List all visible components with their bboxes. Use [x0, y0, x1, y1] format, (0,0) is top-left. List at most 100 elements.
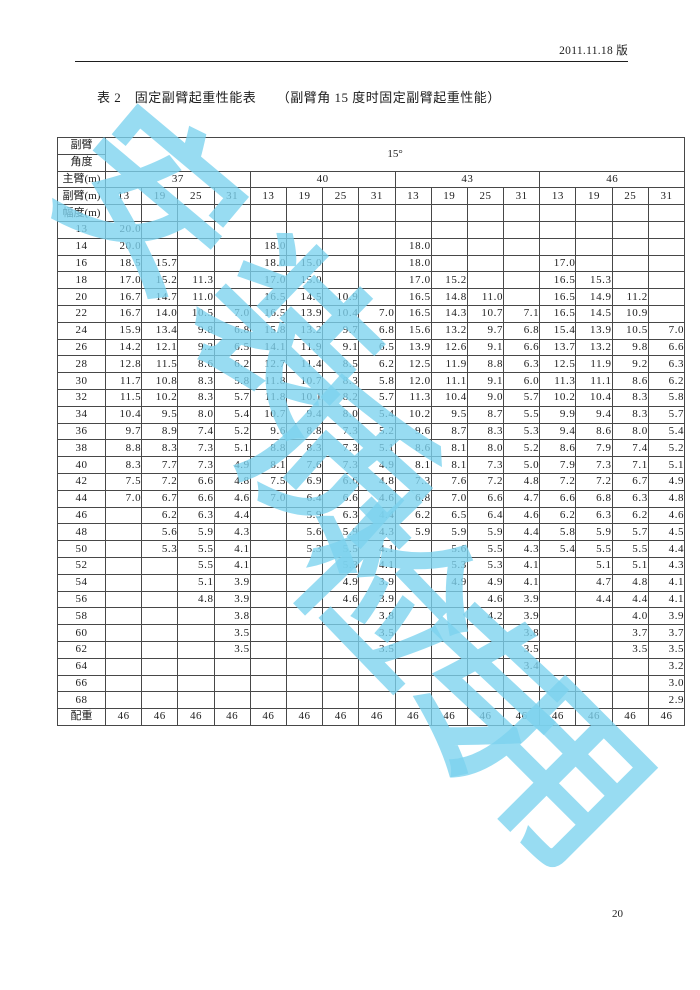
load-value: 4.3 — [358, 523, 396, 542]
empty-cell — [503, 254, 541, 273]
empty-cell — [647, 288, 686, 306]
empty-cell — [358, 220, 396, 239]
load-value: 9.7 — [322, 321, 360, 340]
load-value: 6.8 — [575, 489, 613, 508]
load-value: 4.6 — [647, 506, 686, 525]
load-value: 8.9 — [141, 422, 179, 441]
empty-cell — [647, 237, 686, 256]
jib-length: 19 — [430, 187, 468, 206]
load-value: 10.7 — [466, 304, 505, 323]
table-row: 62 3.5 3.5 3.5 3.5 3.5 — [57, 640, 686, 659]
load-value: 6.6 — [539, 489, 577, 508]
jib-length: 31 — [213, 187, 251, 206]
load-value: 3.9 — [647, 607, 686, 626]
load-value: 4.7 — [575, 573, 613, 592]
empty-cell — [249, 674, 287, 693]
load-value: 6.8 — [503, 321, 541, 340]
empty-cell — [285, 624, 324, 642]
radius-value: 36 — [57, 422, 106, 441]
empty-cell — [177, 657, 215, 676]
load-value: 13.9 — [285, 304, 324, 323]
empty-cell — [177, 220, 215, 239]
empty-cell — [539, 640, 577, 659]
load-value: 6.8 — [394, 489, 432, 508]
empty-cell — [647, 204, 686, 222]
load-value: 7.0 — [213, 304, 251, 323]
load-value: 5.9 — [394, 523, 432, 542]
main-boom-label: 主臂(m) — [57, 170, 106, 189]
corner-label-bottom: 角度 — [57, 153, 106, 172]
empty-cell — [249, 590, 287, 609]
load-value: 6.2 — [539, 506, 577, 525]
table-row: 56 4.8 3.9 4.6 3.9 4.6 3.9 4.4 4.4 4.1 — [57, 590, 686, 609]
load-value: 8.1 — [394, 456, 432, 474]
empty-cell — [466, 691, 505, 710]
empty-cell — [141, 691, 179, 710]
main-boom-length: 40 — [249, 170, 396, 189]
load-value: 5.8 — [647, 388, 686, 407]
counterweight-value: 46 — [575, 708, 613, 726]
table-row: 32 11.5 10.2 8.3 5.7 11.8 10.1 8.2 5.7 11.3 10.4 9.… — [57, 388, 686, 407]
empty-cell — [285, 590, 324, 609]
load-value: 5.4 — [647, 422, 686, 441]
empty-cell — [249, 220, 287, 239]
empty-cell — [503, 288, 541, 306]
empty-cell — [503, 237, 541, 256]
load-value: 4.0 — [611, 607, 649, 626]
radius-value: 26 — [57, 338, 106, 357]
load-value: 4.4 — [611, 590, 649, 609]
empty-cell — [503, 204, 541, 222]
load-value: 7.0 — [430, 489, 468, 508]
empty-cell — [611, 691, 649, 710]
load-value: 6.2 — [647, 372, 686, 390]
empty-cell — [611, 204, 649, 222]
radius-value: 20 — [57, 288, 106, 306]
empty-cell — [322, 237, 360, 256]
load-value: 5.0 — [503, 456, 541, 474]
load-value: 3.5 — [611, 640, 649, 659]
load-value: 3.9 — [503, 590, 541, 609]
radius-value: 38 — [57, 439, 106, 458]
load-value: 14.5 — [575, 304, 613, 323]
load-value: 7.9 — [539, 456, 577, 474]
load-value: 9.7 — [466, 321, 505, 340]
empty-cell — [539, 657, 577, 676]
load-value: 15.8 — [249, 321, 287, 340]
load-value: 9.8 — [177, 321, 215, 340]
load-value: 10.7 — [285, 372, 324, 390]
load-value: 17.0 — [104, 271, 143, 290]
load-value: 6.3 — [647, 355, 686, 374]
empty-cell — [177, 691, 215, 710]
load-value: 13.2 — [430, 321, 468, 340]
empty-cell — [575, 237, 613, 256]
radius-value: 62 — [57, 640, 106, 659]
load-value: 15.3 — [575, 271, 613, 290]
load-value: 5.2 — [358, 422, 396, 441]
jib-length: 31 — [647, 187, 686, 206]
load-value: 3.8 — [213, 607, 251, 626]
load-value: 6.3 — [503, 355, 541, 374]
radius-value: 48 — [57, 523, 106, 542]
radius-value: 60 — [57, 624, 106, 642]
counterweight-value: 46 — [249, 708, 287, 726]
load-value: 6.7 — [141, 489, 179, 508]
load-value: 15.9 — [104, 321, 143, 340]
load-value: 17.0 — [539, 254, 577, 273]
empty-cell — [394, 691, 432, 710]
load-value: 8.7 — [466, 405, 505, 424]
load-value: 7.2 — [466, 472, 505, 491]
load-value: 6.3 — [322, 506, 360, 525]
load-value: 4.3 — [213, 523, 251, 542]
load-value: 8.8 — [104, 439, 143, 458]
empty-cell — [213, 220, 251, 239]
empty-cell — [285, 691, 324, 710]
load-value: 10.9 — [322, 288, 360, 306]
load-value: 6.9 — [285, 472, 324, 491]
counterweight-value: 46 — [466, 708, 505, 726]
radius-value: 22 — [57, 304, 106, 323]
counterweight-value: 46 — [647, 708, 686, 726]
jib-length: 31 — [503, 187, 541, 206]
load-value: 11.5 — [104, 388, 143, 407]
load-value: 4.6 — [503, 506, 541, 525]
empty-cell — [430, 590, 468, 609]
